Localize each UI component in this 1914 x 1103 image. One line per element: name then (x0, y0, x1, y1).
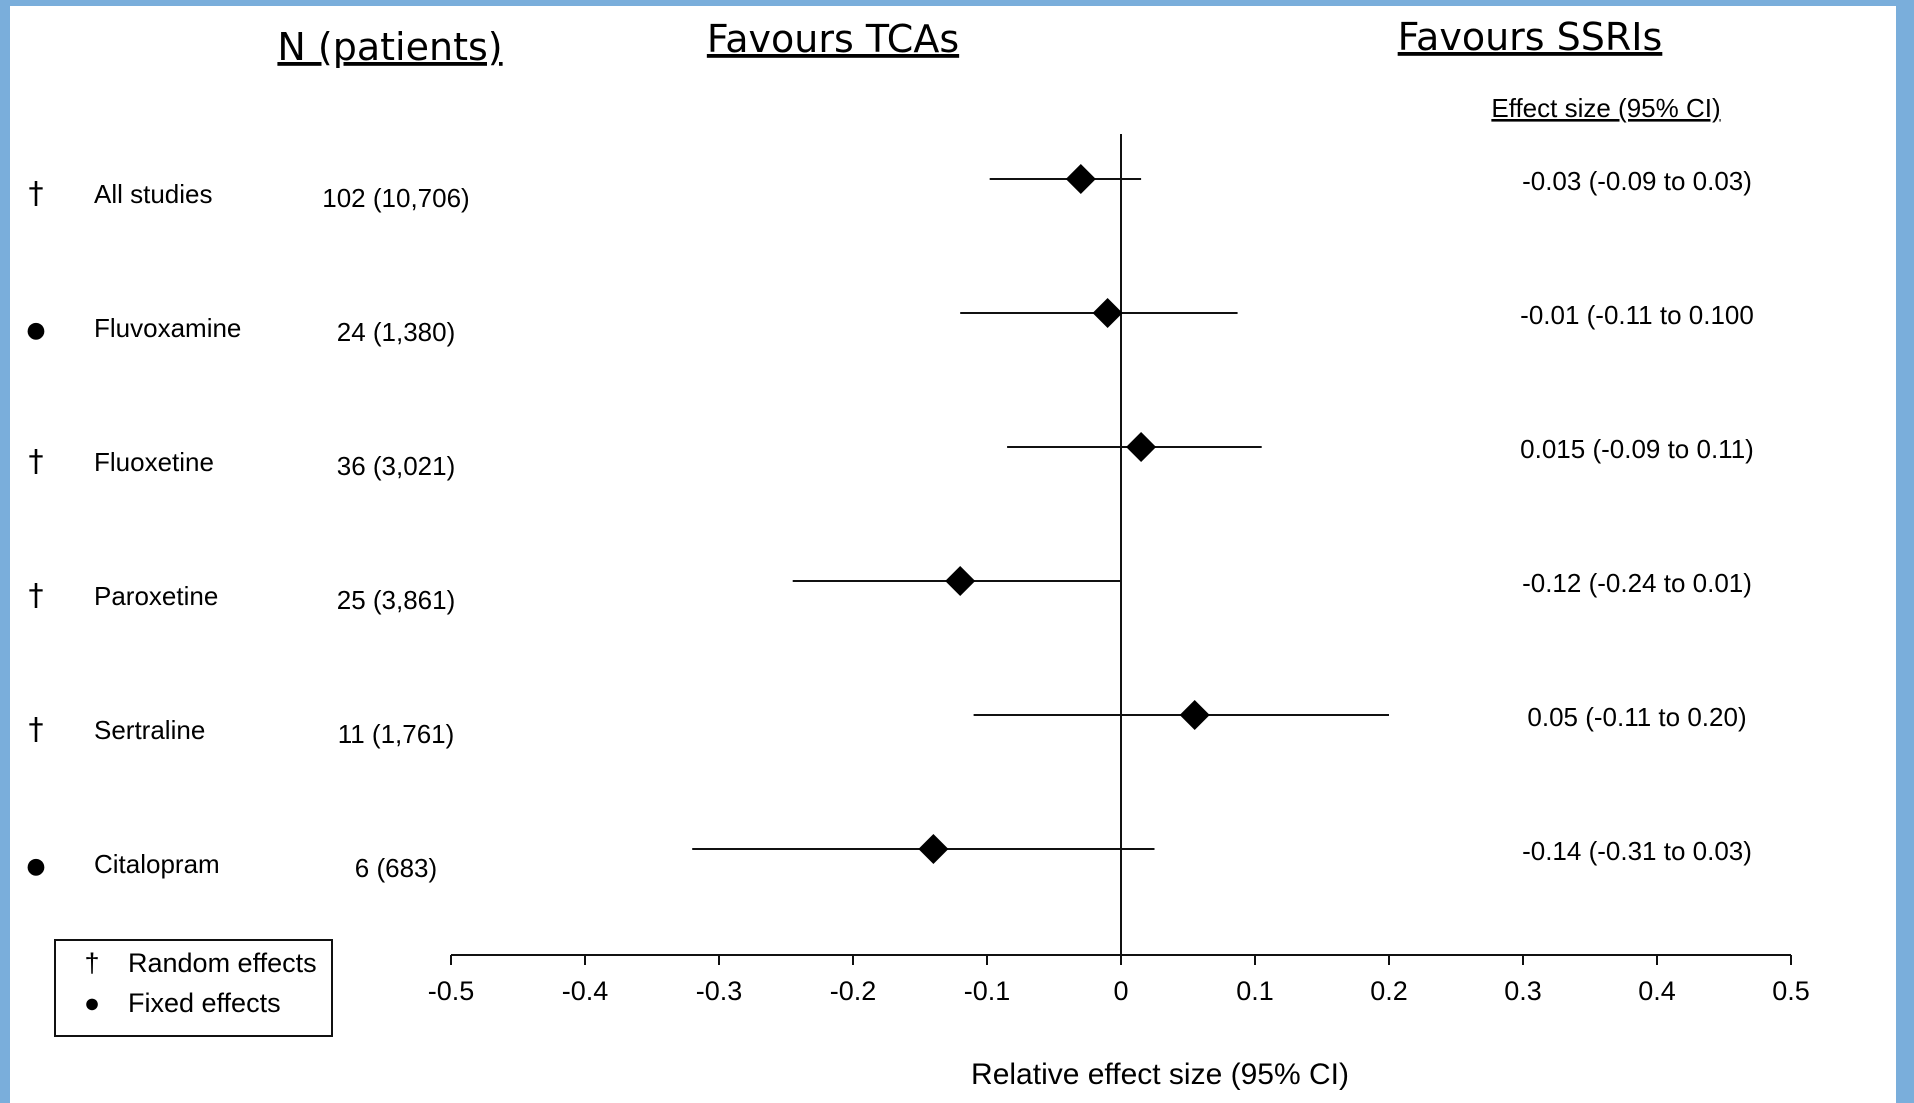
legend-box (54, 939, 333, 1037)
legend: † Random effects ● Fixed effects (54, 939, 333, 1037)
row-n-citalopram: 6 (683) (355, 853, 437, 883)
x-tick-label: -0.1 (964, 976, 1011, 1006)
estimate-marker-fluoxetine (1126, 432, 1157, 462)
dagger-icon: † (84, 948, 99, 978)
x-tick-label: 0.4 (1638, 976, 1676, 1006)
dagger-icon: † (29, 712, 44, 747)
row-label-all-studies: All studies (94, 179, 213, 209)
favours-right-header: Favours SSRIs (1398, 15, 1663, 59)
x-tick-label: 0.3 (1504, 976, 1542, 1006)
ci-text-fluvoxamine: -0.01 (-0.11 to 0.100 (1520, 300, 1754, 330)
dot-icon: ● (26, 318, 45, 343)
figure-frame: N (patients) Favours TCAs Favours SSRIs … (10, 6, 1896, 1103)
study-rows: † All studies 102 (10,706) -0.03 (-0.09 to … (26, 134, 1754, 955)
ci-text-sertraline: 0.05 (-0.11 to 0.20) (1527, 702, 1746, 732)
x-tick-label: -0.3 (696, 976, 743, 1006)
estimate-marker-sertraline (1179, 700, 1210, 730)
row-n-fluoxetine: 36 (3,021) (337, 451, 456, 481)
row-label-fluoxetine: Fluoxetine (94, 447, 214, 477)
dot-icon: ● (84, 988, 100, 1018)
dagger-icon: † (29, 578, 44, 613)
ci-text-fluoxetine: 0.015 (-0.09 to 0.11) (1520, 434, 1754, 464)
row-n-paroxetine: 25 (3,861) (337, 585, 456, 615)
estimate-marker-citalopram (918, 834, 949, 864)
row-label-fluvoxamine: Fluvoxamine (94, 313, 241, 343)
n-patients-header: N (patients) (277, 25, 502, 69)
estimate-marker-fluvoxamine (1092, 298, 1123, 328)
row-n-sertraline: 11 (1,761) (338, 719, 455, 749)
x-tick-label: 0.5 (1772, 976, 1810, 1006)
dagger-icon: † (29, 444, 44, 479)
estimate-marker-all-studies (1065, 164, 1096, 194)
row-label-citalopram: Citalopram (94, 849, 220, 879)
x-tick-label: -0.2 (830, 976, 877, 1006)
legend-fixed-label: Fixed effects (128, 988, 281, 1018)
effect-size-header: Effect size (95% CI) (1491, 93, 1720, 123)
row-label-paroxetine: Paroxetine (94, 581, 218, 611)
legend-random-label: Random effects (128, 948, 317, 978)
row-n-all-studies: 102 (10,706) (322, 183, 469, 213)
x-tick-label: 0.2 (1370, 976, 1408, 1006)
x-tick-label: 0 (1113, 976, 1128, 1006)
favours-left-header: Favours TCAs (707, 17, 959, 61)
ci-text-paroxetine: -0.12 (-0.24 to 0.01) (1522, 568, 1752, 598)
x-tick-label: 0.1 (1236, 976, 1274, 1006)
x-axis: -0.5 -0.4 -0.3 -0.2 -0.1 0 0.1 0.2 0.3 0.4 0.5 (428, 954, 1810, 1006)
ci-text-all-studies: -0.03 (-0.09 to 0.03) (1522, 166, 1752, 196)
ci-text-citalopram: -0.14 (-0.31 to 0.03) (1522, 836, 1752, 866)
row-label-sertraline: Sertraline (94, 715, 205, 745)
x-axis-title: Relative effect size (95% CI) (971, 1058, 1349, 1091)
x-tick-label: -0.5 (428, 976, 475, 1006)
row-n-fluvoxamine: 24 (1,380) (337, 317, 456, 347)
forest-plot: N (patients) Favours TCAs Favours SSRIs … (26, 15, 1810, 1091)
dagger-icon: † (29, 176, 44, 211)
estimate-marker-paroxetine (945, 566, 976, 596)
dot-icon: ● (26, 854, 45, 879)
x-tick-label: -0.4 (562, 976, 609, 1006)
